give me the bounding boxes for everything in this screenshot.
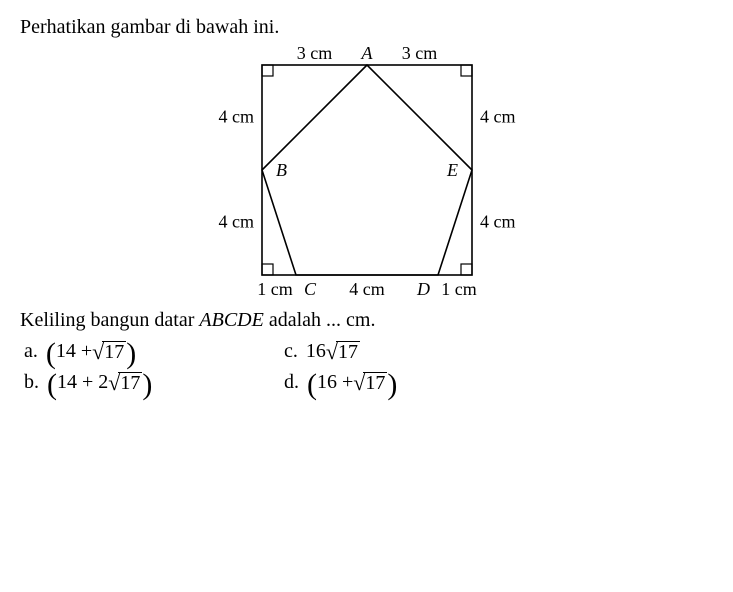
- close-paren-icon: ): [126, 344, 136, 364]
- svg-text:A: A: [360, 43, 373, 63]
- svg-text:4 cm: 4 cm: [480, 107, 516, 127]
- option-b: b. ( 14 + 2 √ 17 ): [24, 371, 284, 394]
- close-paren-icon: ): [387, 375, 397, 395]
- option-a: a. ( 14 + √ 17 ): [24, 340, 284, 363]
- instruction-text: Perhatikan gambar di bawah ini.: [20, 16, 713, 39]
- svg-text:3 cm: 3 cm: [401, 43, 437, 63]
- sqrt-icon: √ 17: [108, 372, 142, 394]
- svg-text:B: B: [276, 160, 287, 180]
- open-paren-icon: (: [307, 375, 317, 395]
- question-part-c: adalah ... cm.: [264, 309, 376, 331]
- option-c-radicand: 17: [336, 341, 360, 363]
- svg-text:1 cm: 1 cm: [441, 279, 477, 299]
- question-text: Keliling bangun datar ABCDE adalah ... c…: [20, 309, 713, 332]
- svg-text:4 cm: 4 cm: [218, 212, 254, 232]
- sqrt-icon: √ 17: [92, 341, 126, 363]
- option-b-radicand: 17: [118, 372, 142, 394]
- option-b-label: b.: [24, 371, 39, 394]
- svg-text:E: E: [446, 160, 458, 180]
- figure-container: 3 cm A 3 cm 4 cm 4 cm 4 cm 4 cm B E 1 cm C 4 cm D 1 c…: [20, 43, 713, 303]
- option-d-label: d.: [284, 371, 299, 394]
- option-c-prefix: 16: [306, 340, 326, 363]
- option-b-prefix: 14 + 2: [57, 371, 108, 394]
- sqrt-icon: √ 17: [326, 341, 360, 363]
- option-d: d. ( 16 + √ 17 ): [284, 371, 713, 394]
- option-a-prefix: 14 +: [56, 340, 92, 363]
- option-c-label: c.: [284, 340, 298, 363]
- open-paren-icon: (: [47, 375, 57, 395]
- option-a-label: a.: [24, 340, 38, 363]
- svg-text:4 cm: 4 cm: [349, 279, 385, 299]
- svg-text:1 cm: 1 cm: [257, 279, 293, 299]
- close-paren-icon: ): [142, 375, 152, 395]
- option-d-prefix: 16 +: [317, 371, 353, 394]
- svg-text:4 cm: 4 cm: [480, 212, 516, 232]
- option-d-radicand: 17: [363, 372, 387, 394]
- svg-text:D: D: [416, 279, 430, 299]
- options-grid: a. ( 14 + √ 17 ) c. 16 √ 17 b. ( 14 + 2 …: [24, 340, 713, 394]
- svg-text:3 cm: 3 cm: [296, 43, 332, 63]
- geometry-figure: 3 cm A 3 cm 4 cm 4 cm 4 cm 4 cm B E 1 cm C 4 cm D 1 c…: [182, 43, 552, 303]
- option-a-radicand: 17: [102, 341, 126, 363]
- polygon-name: ABCDE: [199, 309, 263, 331]
- option-c: c. 16 √ 17: [284, 340, 713, 363]
- open-paren-icon: (: [46, 344, 56, 364]
- svg-text:C: C: [304, 279, 317, 299]
- sqrt-icon: √ 17: [353, 372, 387, 394]
- question-part-a: Keliling bangun datar: [20, 309, 199, 331]
- svg-text:4 cm: 4 cm: [218, 107, 254, 127]
